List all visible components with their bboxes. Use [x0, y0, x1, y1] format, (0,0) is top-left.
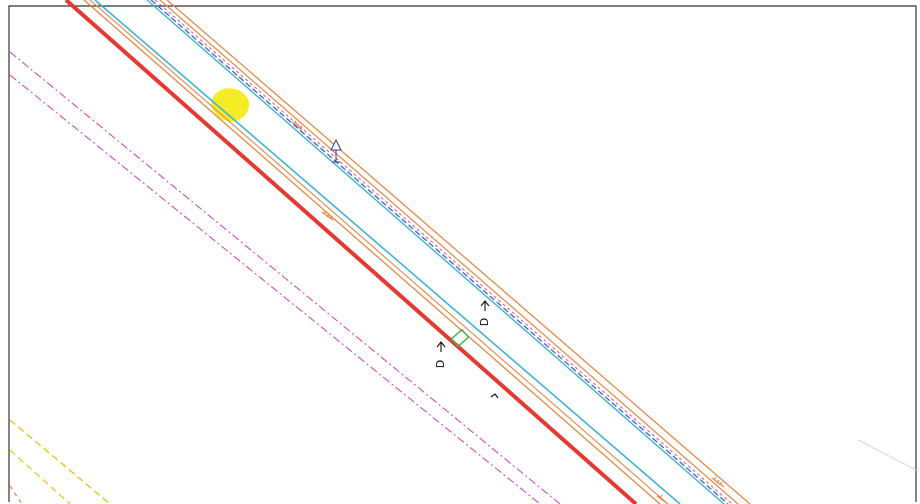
comb-marker-1	[291, 120, 303, 131]
comb-marker-2	[321, 210, 334, 221]
yellow-line-2	[9, 449, 71, 504]
label-group-b: D	[478, 318, 491, 326]
green-rect-marker	[450, 328, 470, 348]
label-a-text: D	[434, 360, 447, 368]
highlight-mark	[211, 88, 250, 122]
orange-line-2	[89, 0, 669, 504]
cyan-line	[94, 0, 681, 504]
comb-marker-3	[711, 476, 725, 488]
cyan-line-upper	[146, 0, 725, 504]
caret-mark	[490, 393, 499, 399]
arrow-up-icon	[436, 341, 446, 352]
blue-dash-line	[150, 0, 729, 504]
comb-marker-4	[656, 494, 669, 504]
label-group-a: D	[434, 360, 447, 368]
orange-line-upper-1	[159, 0, 739, 504]
magenta-line-1	[9, 51, 561, 504]
orange-line-1	[83, 0, 661, 504]
red-boundary-line	[64, 0, 638, 504]
orange-edge-dash	[9, 485, 23, 504]
magenta-dot-line	[154, 0, 733, 504]
scan-artifact	[857, 439, 917, 471]
orange-line-upper-2	[166, 0, 751, 504]
magenta-line-2	[9, 74, 541, 504]
label-b-text: D	[478, 318, 491, 326]
arrow-up-icon	[480, 300, 490, 311]
leader-marker-icon	[330, 138, 342, 163]
page-frame	[8, 5, 917, 502]
